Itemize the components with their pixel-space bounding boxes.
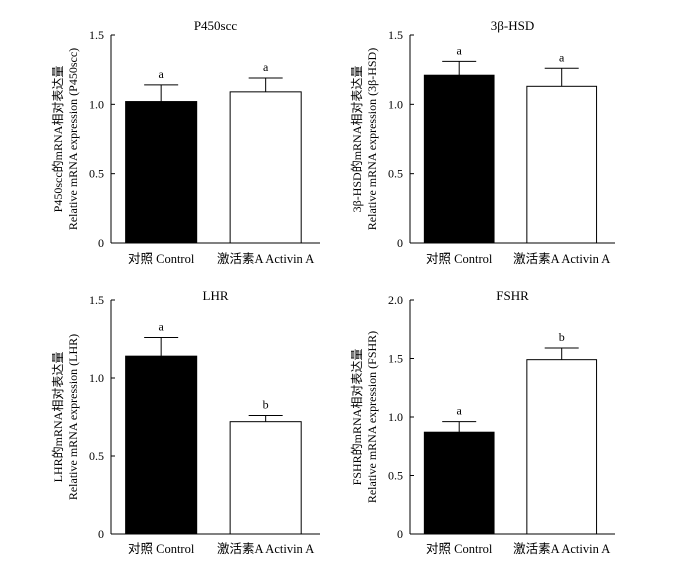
y-axis-label-cn: LHR的mRNA相对表达量 <box>50 352 65 483</box>
x-category-label: 对照 Control <box>426 252 493 266</box>
x-category-label: 对照 Control <box>128 542 195 556</box>
y-axis-label-cn: 3β-HSD的mRNA相对表达量 <box>349 66 364 213</box>
y-axis-label-en: Relative mRNA expression (3β-HSD) <box>365 48 379 230</box>
chart-title: FSHR <box>496 288 529 303</box>
significance-letter: a <box>158 319 164 333</box>
y-axis-label-en: Relative mRNA expression (LHR) <box>66 334 80 500</box>
x-category-label: 对照 Control <box>426 542 493 556</box>
y-tick-label: 1.0 <box>388 97 403 111</box>
y-axis-label-cn: P450scc的mRNA相对表达量 <box>50 66 65 213</box>
x-category-label: 对照 Control <box>128 252 195 266</box>
bar <box>423 74 495 244</box>
y-tick-label: 1.5 <box>388 28 403 42</box>
significance-letter: b <box>559 330 565 344</box>
bar <box>125 101 198 244</box>
chart-panel-3: LHR 0 0.5 1.0 1.5 LHR的mRNA相对表达量 Relative mRNA … <box>50 288 320 556</box>
bar <box>125 355 198 535</box>
chart-title: 3β-HSD <box>491 18 534 33</box>
chart-panel-4: FSHR 0 0.5 1.0 1.5 2.0 FSHR的mRNA相对表达量 Relative … <box>349 288 615 556</box>
y-tick-label: 0.5 <box>388 167 403 181</box>
x-category-label: 激活素A Activin A <box>513 252 610 266</box>
y-tick-label: 1.0 <box>89 371 104 385</box>
chart-panel-1: P450scc 0 0.5 1.0 1.5 P450scc的mRNA相对表达量 Relati… <box>50 18 320 266</box>
y-tick-label: 0.5 <box>89 167 104 181</box>
bar <box>526 85 598 244</box>
chart-title: LHR <box>203 288 229 303</box>
bar <box>229 91 302 244</box>
bar <box>423 431 495 535</box>
bar <box>526 359 598 535</box>
y-tick-label: 1.5 <box>388 352 403 366</box>
significance-letter: b <box>263 397 269 411</box>
y-tick-label: 0 <box>98 236 104 250</box>
x-category-label: 激活素A Activin A <box>513 542 610 556</box>
y-tick-label: 2.0 <box>388 293 403 307</box>
y-tick-label: 0 <box>397 236 403 250</box>
significance-letter: a <box>457 404 463 418</box>
y-tick-label: 1.5 <box>89 28 104 42</box>
y-axis-label-en: Relative mRNA expression (P450scc) <box>66 48 80 230</box>
x-category-label: 激活素A Activin A <box>217 252 314 266</box>
significance-letter: a <box>457 43 463 57</box>
significance-letter: a <box>263 60 269 74</box>
y-tick-label: 1.0 <box>388 410 403 424</box>
y-tick-label: 0.5 <box>388 469 403 483</box>
y-tick-label: 1.0 <box>89 97 104 111</box>
y-tick-label: 0 <box>397 527 403 541</box>
y-axis-label-en: Relative mRNA expression (FSHR) <box>365 331 379 503</box>
bar <box>229 421 302 535</box>
significance-letter: a <box>559 50 565 64</box>
y-axis-label-cn: FSHR的mRNA相对表达量 <box>349 349 364 486</box>
significance-letter: a <box>158 67 164 81</box>
chart-title: P450scc <box>194 18 238 33</box>
y-tick-label: 0.5 <box>89 449 104 463</box>
y-tick-label: 0 <box>98 527 104 541</box>
x-category-label: 激活素A Activin A <box>217 542 314 556</box>
chart-panel-2: 3β-HSD 0 0.5 1.0 1.5 3β-HSD的mRNA相对表达量 Relative… <box>349 18 615 266</box>
y-tick-label: 1.5 <box>89 293 104 307</box>
